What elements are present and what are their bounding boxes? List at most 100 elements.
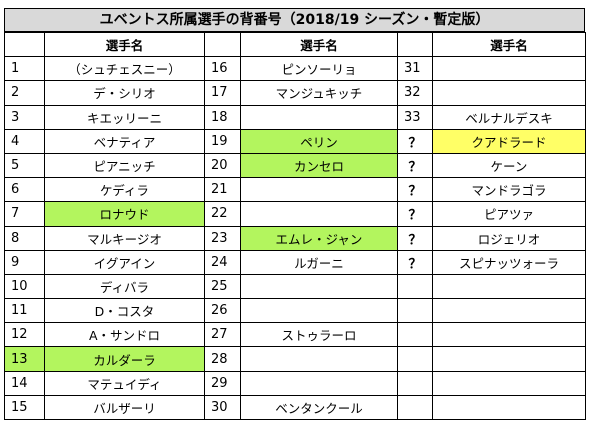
number-cell[interactable]: [397, 394, 433, 421]
number-cell[interactable]: [397, 346, 433, 372]
player-name-cell[interactable]: A・サンドロ: [44, 322, 205, 348]
number-cell[interactable]: 10: [4, 273, 45, 300]
player-name-cell[interactable]: ルガーニ: [240, 249, 398, 275]
player-name-cell[interactable]: [432, 394, 586, 421]
player-name-cell[interactable]: [240, 104, 398, 130]
player-name-cell[interactable]: ケーン: [432, 152, 586, 179]
player-name-cell[interactable]: カルダーラ: [44, 346, 205, 372]
player-name-cell[interactable]: ストゥラーロ: [240, 322, 398, 348]
player-name-cell[interactable]: カンセロ: [240, 152, 398, 179]
number-cell[interactable]: ？: [397, 249, 433, 275]
player-name-cell[interactable]: [240, 177, 398, 203]
player-name-cell[interactable]: [432, 322, 586, 348]
number-cell[interactable]: 17: [204, 80, 241, 106]
number-cell[interactable]: 12: [4, 322, 45, 348]
number-cell[interactable]: 15: [4, 394, 45, 421]
player-name-cell[interactable]: ロジェリオ: [432, 225, 586, 251]
header-number-cell-1[interactable]: [4, 31, 45, 58]
number-cell[interactable]: 22: [204, 201, 241, 227]
player-name-cell[interactable]: D・コスタ: [44, 298, 205, 324]
number-cell[interactable]: 19: [204, 128, 241, 154]
player-name-cell[interactable]: エムレ・ジャン: [240, 225, 398, 251]
number-cell[interactable]: [397, 273, 433, 300]
number-cell[interactable]: 31: [397, 56, 433, 82]
player-name-cell[interactable]: [240, 370, 398, 396]
number-cell[interactable]: 33: [397, 104, 433, 130]
header-player-name-2[interactable]: 選手名: [240, 31, 398, 58]
player-name-cell[interactable]: マテュイディ: [44, 370, 205, 396]
player-name-cell[interactable]: クアドラード: [432, 128, 586, 154]
player-name-cell[interactable]: ケディラ: [44, 177, 205, 203]
player-name-cell[interactable]: [432, 56, 586, 82]
number-cell[interactable]: 5: [4, 152, 45, 179]
number-cell[interactable]: 7: [4, 201, 45, 227]
number-cell[interactable]: 29: [204, 370, 241, 396]
header-number-cell-2[interactable]: [204, 31, 241, 58]
player-name-cell[interactable]: [432, 370, 586, 396]
number-cell[interactable]: 8: [4, 225, 45, 251]
player-name-cell[interactable]: [432, 298, 586, 324]
sheet-title: ユベントス所属選手の背番号（2018/19 シーズン・暫定版）: [4, 8, 585, 32]
player-name-cell[interactable]: [240, 346, 398, 372]
number-cell[interactable]: 32: [397, 80, 433, 106]
number-cell[interactable]: ？: [397, 177, 433, 203]
number-cell[interactable]: 25: [204, 273, 241, 300]
player-name-cell[interactable]: ピンソーリョ: [240, 56, 398, 82]
player-name-cell[interactable]: バルザーリ: [44, 394, 205, 421]
number-cell[interactable]: [397, 370, 433, 396]
number-cell[interactable]: 2: [4, 80, 45, 106]
number-cell[interactable]: 14: [4, 370, 45, 396]
player-name-cell[interactable]: ペリン: [240, 128, 398, 154]
header-player-name-1[interactable]: 選手名: [44, 31, 205, 58]
player-name-cell[interactable]: ベルナルデスキ: [432, 104, 586, 130]
player-name-cell[interactable]: デ・シリオ: [44, 80, 205, 106]
number-cell[interactable]: 30: [204, 394, 241, 421]
table-row: 7 ロナウド 22 ？ピアツァ: [4, 201, 586, 227]
jersey-number-table: 選手名 選手名 選手名 1 （シュチェスニー） 16 ピンソーリョ 31 2 デ・シリオ 17…: [4, 31, 586, 421]
header-number-cell-3[interactable]: [397, 31, 433, 58]
table-row: 8 マルキージオ 23 エムレ・ジャン？ロジェリオ: [4, 225, 586, 251]
number-cell[interactable]: 20: [204, 152, 241, 179]
number-cell[interactable]: 13: [4, 346, 45, 372]
player-name-cell[interactable]: ベンタンクール: [240, 394, 398, 421]
number-cell[interactable]: ？: [397, 225, 433, 251]
number-cell[interactable]: 28: [204, 346, 241, 372]
header-player-name-3[interactable]: 選手名: [432, 31, 586, 58]
number-cell[interactable]: 16: [204, 56, 241, 82]
player-name-cell[interactable]: マンドラゴラ: [432, 177, 586, 203]
number-cell[interactable]: 4: [4, 128, 45, 154]
player-name-cell[interactable]: ピアツァ: [432, 201, 586, 227]
player-name-cell[interactable]: [432, 346, 586, 372]
player-name-cell[interactable]: [432, 80, 586, 106]
number-cell[interactable]: 23: [204, 225, 241, 251]
number-cell[interactable]: 24: [204, 249, 241, 275]
number-cell[interactable]: 9: [4, 249, 45, 275]
number-cell[interactable]: [397, 322, 433, 348]
number-cell[interactable]: ？: [397, 201, 433, 227]
number-cell[interactable]: ？: [397, 152, 433, 179]
number-cell[interactable]: 21: [204, 177, 241, 203]
player-name-cell[interactable]: （シュチェスニー）: [44, 56, 205, 82]
player-name-cell[interactable]: マンジュキッチ: [240, 80, 398, 106]
player-name-cell[interactable]: [240, 201, 398, 227]
number-cell[interactable]: 11: [4, 298, 45, 324]
number-cell[interactable]: ？: [397, 128, 433, 154]
player-name-cell[interactable]: イグアイン: [44, 249, 205, 275]
player-name-cell[interactable]: スピナッツォーラ: [432, 249, 586, 275]
number-cell[interactable]: 26: [204, 298, 241, 324]
number-cell[interactable]: 1: [4, 56, 45, 82]
player-name-cell[interactable]: [240, 273, 398, 300]
number-cell[interactable]: [397, 298, 433, 324]
player-name-cell[interactable]: [432, 273, 586, 300]
number-cell[interactable]: 18: [204, 104, 241, 130]
player-name-cell[interactable]: マルキージオ: [44, 225, 205, 251]
player-name-cell[interactable]: キエッリーニ: [44, 104, 205, 130]
player-name-cell[interactable]: ピアニッチ: [44, 152, 205, 179]
player-name-cell[interactable]: ベナティア: [44, 128, 205, 154]
number-cell[interactable]: 6: [4, 177, 45, 203]
number-cell[interactable]: 27: [204, 322, 241, 348]
player-name-cell[interactable]: ディバラ: [44, 273, 205, 300]
player-name-cell[interactable]: [240, 298, 398, 324]
number-cell[interactable]: 3: [4, 104, 45, 130]
player-name-cell[interactable]: ロナウド: [44, 201, 205, 227]
